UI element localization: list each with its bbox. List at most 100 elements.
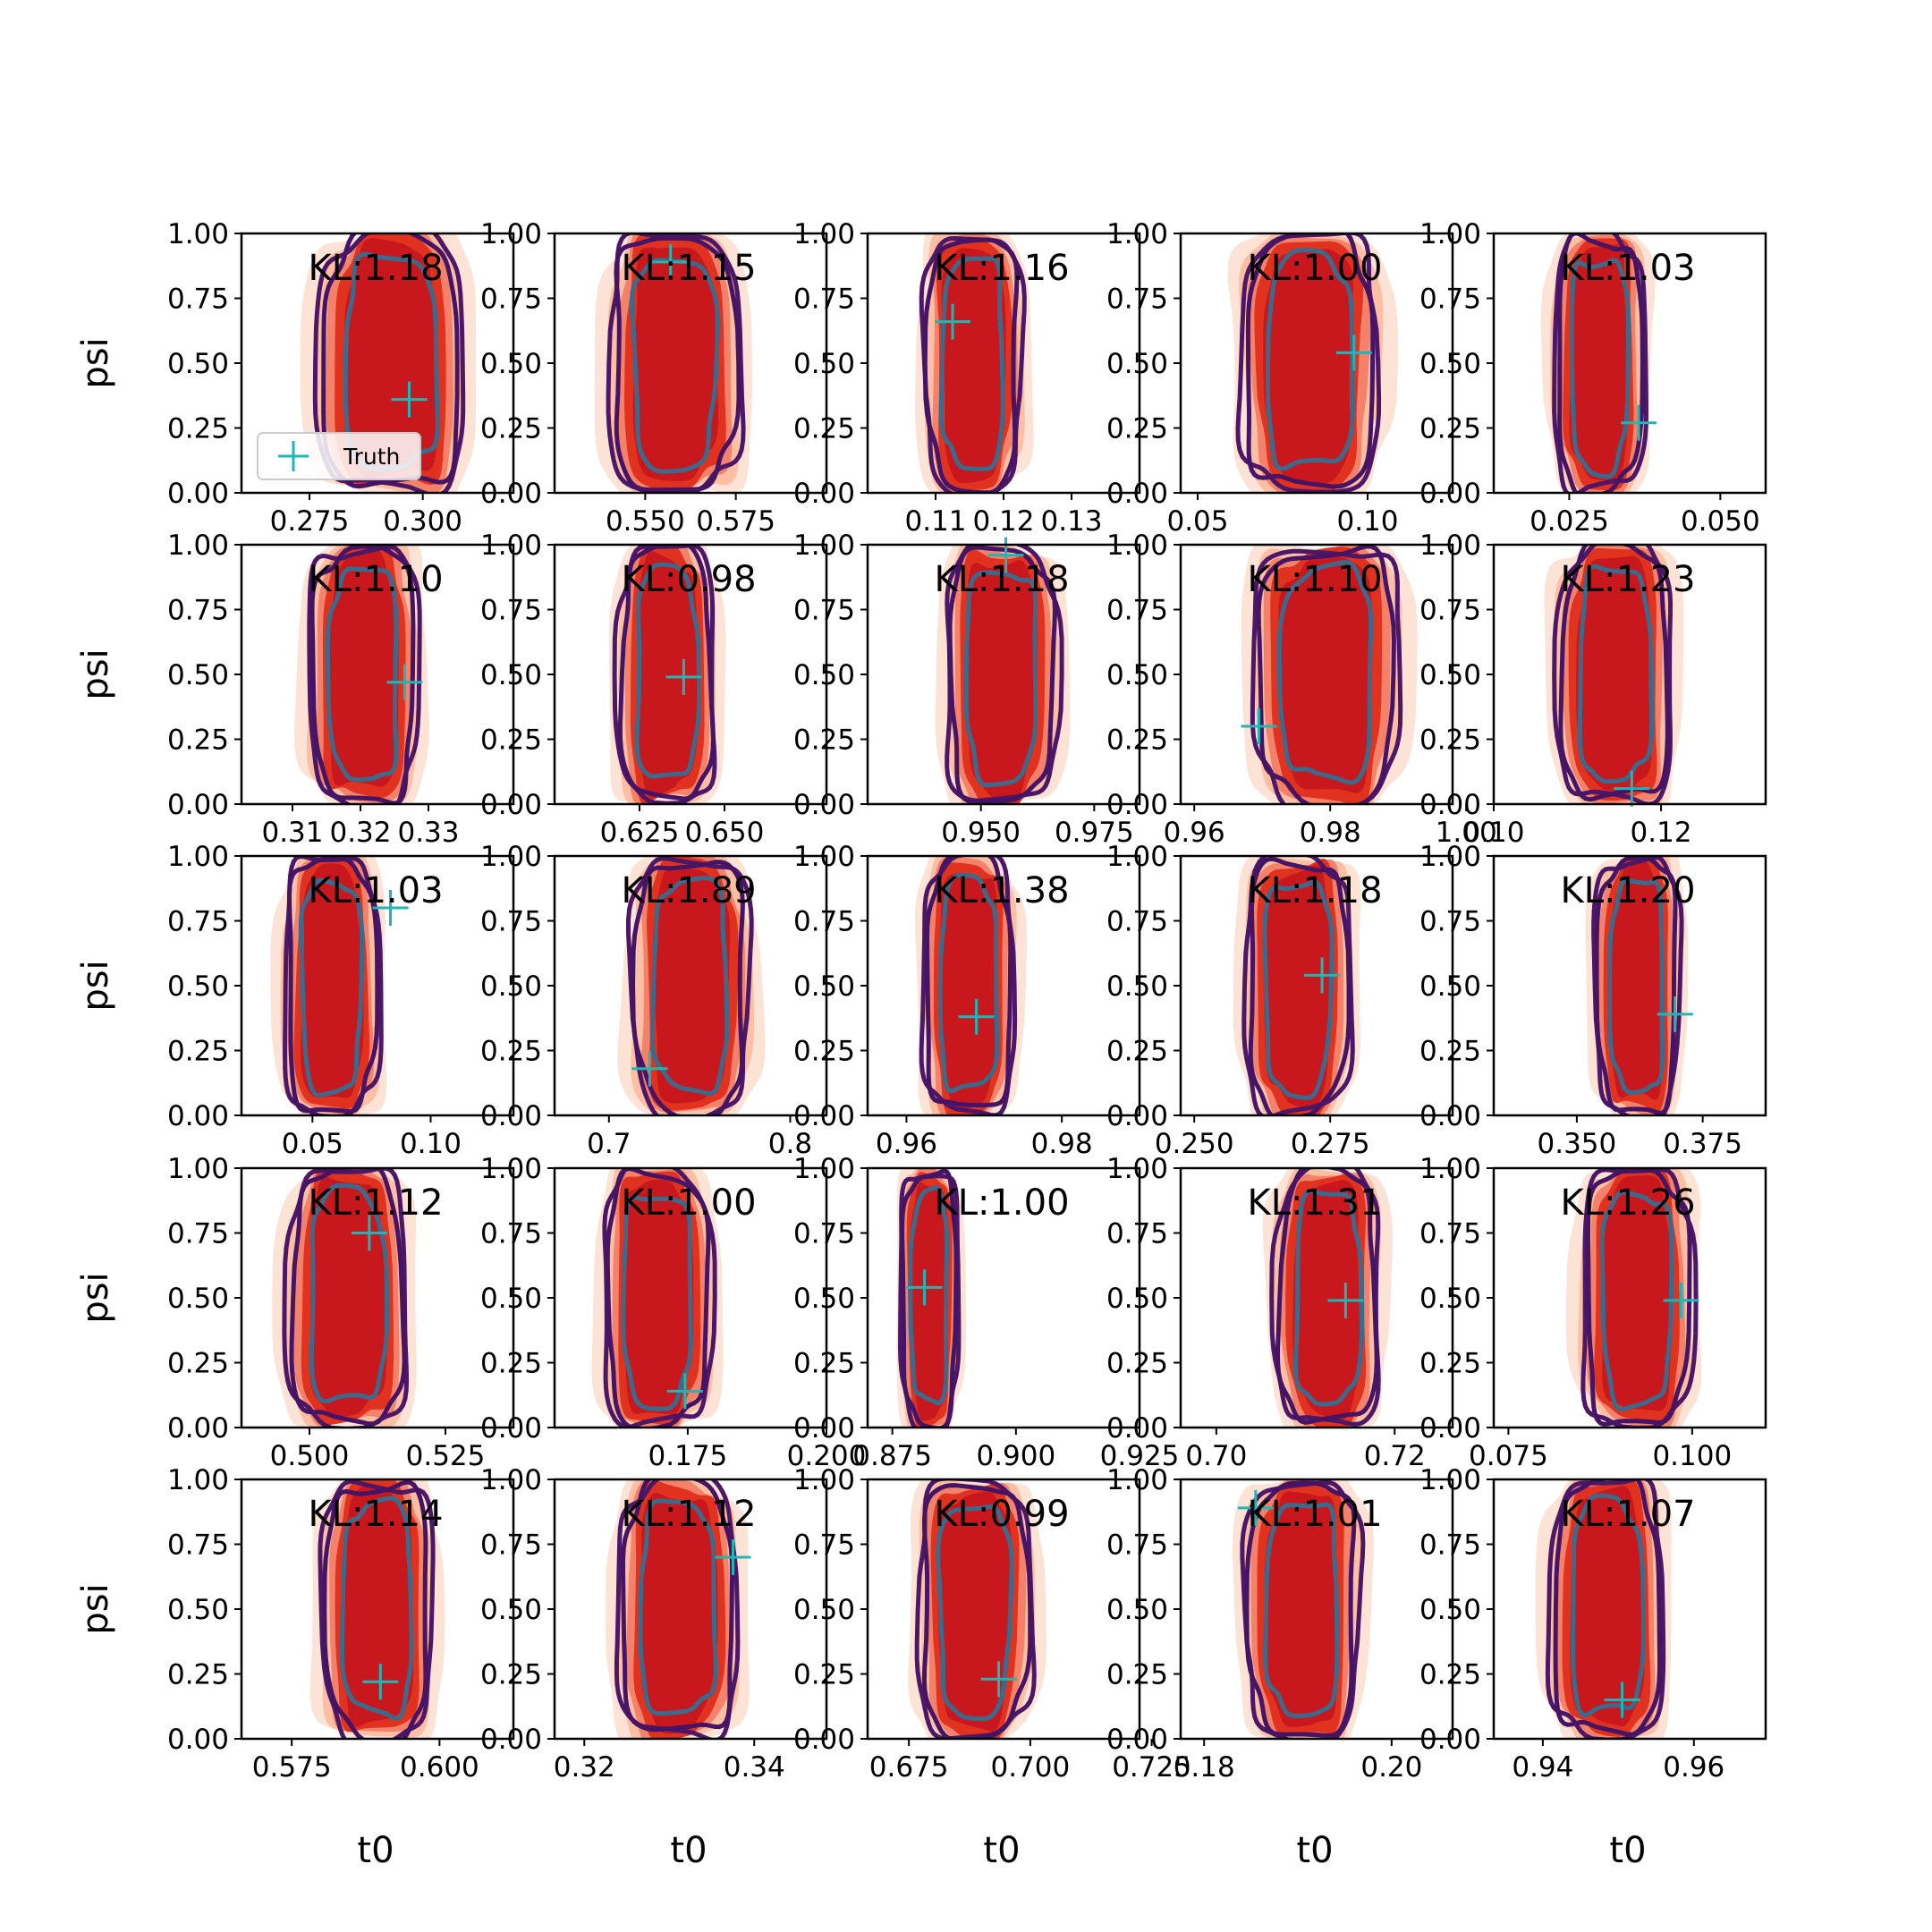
y-axis-label: psi — [75, 337, 116, 388]
contour-line-2 — [1594, 856, 1678, 1115]
plot-area — [896, 1168, 966, 1428]
contour-line-2 — [1248, 856, 1352, 1115]
contour-line-2 — [631, 860, 745, 1115]
y-tick-label: 0.00 — [1106, 1724, 1168, 1756]
x-tick-label: 0.950 — [941, 817, 1021, 849]
y-tick-label: 0.00 — [167, 1412, 229, 1445]
y-tick-label: 0.25 — [793, 1036, 855, 1068]
plot-area — [1233, 856, 1361, 1115]
contour-line-1 — [318, 1479, 436, 1739]
y-tick-label: 0.50 — [167, 1283, 229, 1315]
y-tick-label: 0.25 — [167, 1348, 229, 1380]
x-axis-label: t0 — [1296, 1830, 1333, 1871]
truth-marker — [715, 1539, 751, 1575]
legend-label: Truth — [343, 444, 400, 470]
y-tick-label: 0.00 — [1419, 1100, 1481, 1132]
contour-line-3 — [339, 1496, 414, 1721]
contour-line-2 — [309, 545, 416, 804]
contour-line-2 — [322, 1479, 428, 1739]
truth-marker — [987, 537, 1024, 573]
y-tick-label: 0.00 — [167, 478, 229, 510]
panel-24: 0.00 0.25 0.50 0.75 1.00 0.18 0.20 KL:1.01 t0 — [1106, 1464, 1454, 1871]
y-axis-label: psi — [75, 960, 116, 1011]
y-tick-label: 0.00 — [1106, 1412, 1168, 1445]
density-fill-level-5 — [1263, 864, 1332, 1109]
density-fill-level-5 — [1263, 249, 1353, 484]
kl-annotation: KL:0.98 — [621, 559, 756, 600]
contour-line-3 — [1577, 564, 1655, 784]
x-tick-label: 0.05 — [282, 1128, 343, 1160]
truth-marker — [1304, 957, 1341, 994]
y-tick-label: 0.75 — [167, 595, 229, 627]
contour-line-1 — [1552, 233, 1649, 493]
x-axis-label: t0 — [357, 1830, 394, 1871]
truth-marker — [958, 998, 995, 1035]
truth-marker — [1621, 404, 1657, 441]
panel-21: 0.00 0.25 0.50 0.75 1.00 0.575 0.600 KL:1.14 psi… — [75, 1464, 515, 1871]
contour-line-1 — [282, 1168, 410, 1428]
y-tick-label: 1.00 — [1419, 841, 1481, 873]
y-tick-label: 0.75 — [480, 906, 542, 938]
x-tick-label: 0.12 — [1631, 817, 1692, 849]
y-tick-label: 0.75 — [1106, 284, 1168, 316]
x-tick-label: 0.700 — [990, 1751, 1070, 1784]
x-tick-label: 0.8 — [768, 1128, 812, 1160]
density-fill-level-5 — [342, 1486, 414, 1727]
kl-annotation: KL:1.07 — [1560, 1494, 1695, 1535]
y-tick-label: 1.00 — [480, 1464, 542, 1496]
contour-line-1 — [1250, 548, 1403, 804]
y-tick-label: 0.50 — [1419, 1594, 1481, 1626]
x-tick-label: 0.575 — [252, 1751, 332, 1784]
plot-area — [1233, 1479, 1374, 1739]
contour-line-2 — [620, 1479, 735, 1733]
plot-area — [1565, 1168, 1702, 1428]
y-tick-label: 0.50 — [167, 1594, 229, 1626]
y-tick-label: 1.00 — [480, 218, 542, 250]
y-tick-label: 1.00 — [1419, 1153, 1481, 1185]
contour-line-2 — [947, 545, 1057, 804]
y-tick-label: 0.25 — [480, 1348, 542, 1380]
y-tick-label: 0.25 — [167, 724, 229, 757]
y-tick-label: 0.75 — [1106, 1530, 1168, 1562]
y-tick-label: 0.75 — [793, 595, 855, 627]
y-tick-label: 0.50 — [480, 970, 542, 1003]
density-fill-level-5 — [1278, 555, 1373, 793]
truth-marker — [351, 1215, 387, 1251]
contour-line-2 — [1275, 1168, 1379, 1425]
y-tick-label: 0.25 — [1419, 724, 1481, 757]
panel-14: 0.00 0.25 0.50 0.75 1.00 0.250 0.275 KL:1.18 — [1106, 841, 1454, 1160]
y-tick-label: 0.50 — [793, 970, 855, 1003]
x-tick-label: 0.625 — [600, 817, 680, 849]
contour-line-1 — [626, 856, 754, 1115]
density-fill-level-5 — [1576, 555, 1652, 792]
contour-line-2 — [1244, 1480, 1357, 1739]
contour-line-2 — [924, 856, 1013, 1108]
contour-line-3 — [629, 258, 720, 474]
panel-1: 0.00 0.25 0.50 0.75 1.00 0.275 0.300 KL:1.18 psi… — [75, 218, 515, 538]
contour-line-3 — [1571, 1493, 1646, 1717]
contour-line-1 — [919, 235, 1027, 493]
panel-18: 0.00 0.25 0.50 0.75 1.00 0.875 0.900 0.925 KL:1.… — [793, 1153, 1179, 1472]
y-tick-label: 1.00 — [793, 530, 855, 562]
y-tick-label: 0.25 — [1419, 1659, 1481, 1691]
y-tick-label: 0.00 — [167, 1100, 229, 1132]
density-fill-level-5 — [1569, 244, 1629, 480]
x-tick-label: 0.500 — [270, 1440, 350, 1472]
contour-line-1 — [312, 233, 466, 493]
plot-area — [1535, 1479, 1672, 1739]
y-tick-label: 1.00 — [1106, 841, 1168, 873]
y-tick-label: 0.00 — [793, 789, 855, 821]
contour-line-3 — [1569, 258, 1631, 479]
panel-9: 0.00 0.25 0.50 0.75 1.00 0.96 0.98 1.00 KL:1.10 — [1106, 530, 1497, 849]
y-tick-label: 0.00 — [1419, 1724, 1481, 1756]
density-fill-level-5 — [653, 867, 731, 1104]
density-fill-level-5 — [343, 238, 437, 479]
y-tick-label: 0.00 — [1419, 1412, 1481, 1445]
x-tick-label: 0.525 — [406, 1440, 486, 1472]
x-tick-label: 0.925 — [1100, 1440, 1180, 1472]
x-tick-label: 0.05 — [1166, 505, 1228, 538]
x-axis-label: t0 — [670, 1830, 707, 1871]
y-tick-label: 0.25 — [1419, 1348, 1481, 1380]
x-axis-label: t0 — [1609, 1830, 1646, 1871]
plot-area — [309, 1479, 445, 1739]
